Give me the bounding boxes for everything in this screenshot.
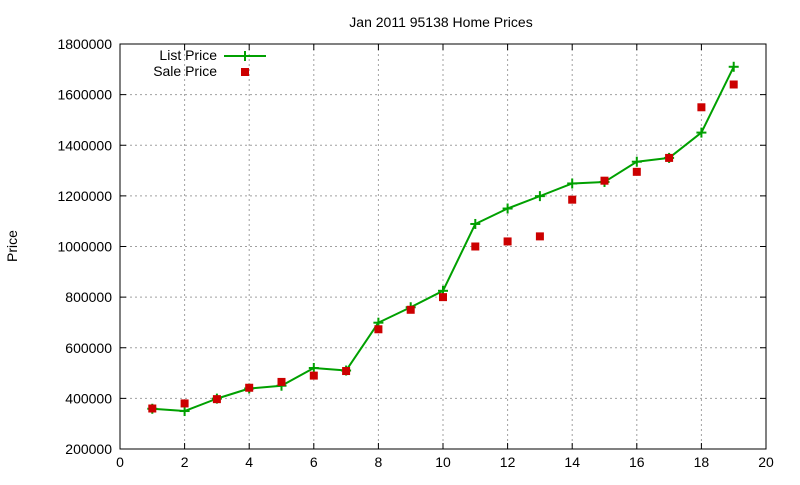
sale-price-point bbox=[665, 153, 674, 162]
sale-price-point bbox=[439, 293, 447, 302]
x-tick-label: 14 bbox=[564, 454, 580, 470]
y-axis-label: Price bbox=[4, 230, 20, 262]
sale-price-point bbox=[148, 404, 157, 413]
sale-price-point bbox=[568, 195, 577, 204]
list-price-point bbox=[534, 191, 545, 202]
list-price-point bbox=[631, 156, 642, 167]
x-tick-label: 10 bbox=[435, 454, 451, 470]
legend-label-sale-price: Sale Price bbox=[153, 63, 217, 79]
chart-title: Jan 2011 95138 Home Prices bbox=[349, 14, 532, 30]
list-price-point bbox=[567, 178, 578, 189]
sale-price-point bbox=[535, 232, 544, 241]
legend-marker-sale-price bbox=[241, 68, 249, 76]
x-tick-label: 20 bbox=[758, 454, 774, 470]
y-tick-label: 600000 bbox=[65, 340, 112, 356]
list-price-point bbox=[502, 203, 513, 214]
y-tick-label: 1200000 bbox=[57, 188, 112, 204]
x-tick-label: 2 bbox=[181, 454, 189, 470]
y-tick-label: 800000 bbox=[65, 289, 112, 305]
sale-price-point bbox=[406, 305, 415, 314]
list-price-point bbox=[179, 406, 190, 417]
series-sale-price bbox=[148, 80, 738, 413]
sale-price-point bbox=[277, 377, 286, 386]
x-tick-label: 16 bbox=[629, 454, 645, 470]
y-tick-label: 1000000 bbox=[57, 239, 112, 255]
list-price-point bbox=[470, 218, 481, 229]
y-tick-label: 200000 bbox=[65, 441, 112, 457]
sale-price-point bbox=[600, 176, 609, 185]
sale-price-point bbox=[632, 167, 641, 176]
x-tick-label: 12 bbox=[500, 454, 516, 470]
list-price-point bbox=[696, 127, 707, 138]
y-tick-label: 1400000 bbox=[57, 137, 112, 153]
list-price-point bbox=[728, 61, 739, 72]
legend-label-list-price: List Price bbox=[159, 47, 217, 63]
sale-price-point bbox=[471, 242, 480, 251]
x-tick-label: 8 bbox=[375, 454, 383, 470]
sale-price-point bbox=[212, 395, 221, 404]
sale-price-point bbox=[245, 383, 254, 392]
legend-marker-list-price bbox=[240, 51, 250, 61]
y-tick-label: 1800000 bbox=[57, 36, 112, 52]
list-price-point bbox=[308, 363, 319, 373]
x-tick-label: 6 bbox=[310, 454, 318, 470]
sale-price-point bbox=[374, 325, 383, 334]
sale-price-point bbox=[697, 103, 706, 112]
x-tick-label: 4 bbox=[245, 454, 253, 470]
x-tick-label: 0 bbox=[116, 454, 124, 470]
y-tick-label: 1600000 bbox=[57, 87, 112, 103]
legend: List Price Sale Price bbox=[153, 47, 266, 79]
sale-price-point bbox=[342, 367, 351, 376]
sale-price-point bbox=[309, 371, 318, 380]
sale-price-point bbox=[729, 80, 738, 89]
sale-price-point bbox=[503, 237, 512, 246]
sale-price-point bbox=[180, 399, 189, 408]
series bbox=[147, 61, 739, 417]
x-tick-label: 18 bbox=[694, 454, 710, 470]
axis-ticks: 0 2 4 6 8 10 12 14 16 18 20 200000 400000 600000 80000… bbox=[57, 36, 774, 470]
grid bbox=[120, 44, 766, 449]
y-tick-label: 400000 bbox=[65, 390, 112, 406]
